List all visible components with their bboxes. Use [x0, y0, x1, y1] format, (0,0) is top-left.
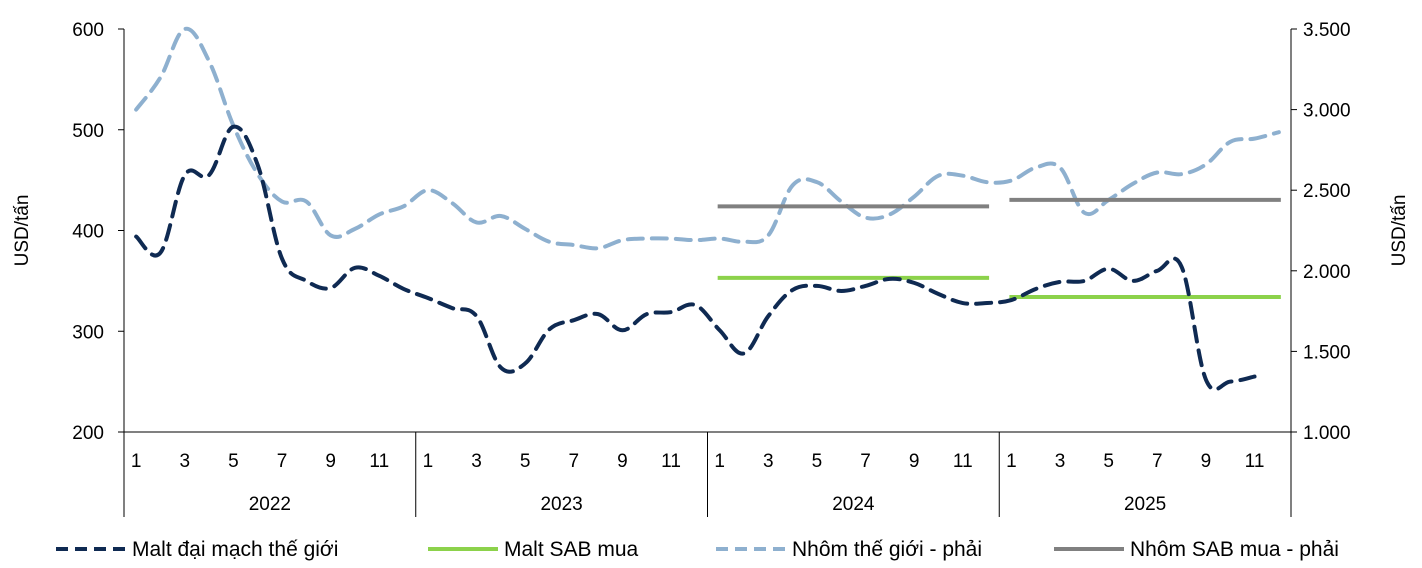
legend: Malt đại mạch thế giới Malt SAB mua Nhôm t… — [56, 538, 1339, 561]
y-right-tick-label: 2.000 — [1303, 262, 1351, 283]
y-left-tick-label: 500 — [72, 121, 104, 142]
x-tick-label: 7 — [1152, 451, 1163, 472]
x-tick-label: 11 — [369, 451, 389, 472]
legend-label-3: Nhôm SAB mua - phải — [1130, 538, 1339, 561]
x-tick-label: 5 — [1103, 451, 1114, 472]
x-tick-label: 1 — [714, 451, 725, 472]
x-tick-label: 1 — [131, 451, 142, 472]
x-tick-label: 3 — [179, 451, 190, 472]
y-left-tick-label: 300 — [72, 322, 104, 343]
y-left-tick-label: 400 — [72, 222, 104, 243]
x-tick-label: 5 — [520, 451, 531, 472]
x-tick-label: 3 — [471, 451, 482, 472]
y-left-axis-title: USD/tấn — [12, 195, 33, 267]
y-left-tick-label: 600 — [72, 20, 104, 41]
y-right-tick-label: 3.000 — [1303, 101, 1351, 122]
x-tick-label: 3 — [763, 451, 774, 472]
year-label: 2023 — [540, 494, 582, 515]
year-label: 2022 — [249, 494, 291, 515]
year-label: 2025 — [1124, 494, 1166, 515]
y-right-axis-title: USD/tấn — [1389, 195, 1410, 267]
x-tick-label: 1 — [1006, 451, 1017, 472]
x-tick-label: 7 — [277, 451, 288, 472]
y-right-tick-label: 1.500 — [1303, 342, 1351, 363]
series-line-0 — [134, 124, 1257, 392]
year-label: 2024 — [832, 494, 875, 515]
x-tick-label: 7 — [568, 451, 579, 472]
y-right-tick-label: 2.500 — [1303, 181, 1351, 202]
series-layer — [134, 26, 1281, 392]
legend-label-0: Malt đại mạch thế giới — [132, 538, 338, 561]
x-tick-label: 9 — [909, 451, 920, 472]
x-tick-label: 5 — [228, 451, 239, 472]
legend-label-2: Nhôm thế giới - phải — [792, 538, 982, 561]
x-tick-label: 11 — [1245, 451, 1265, 472]
x-tick-label: 9 — [1201, 451, 1212, 472]
x-tick-label: 11 — [953, 451, 973, 472]
legend-label-1: Malt SAB mua — [504, 538, 639, 561]
x-tick-label: 3 — [1055, 451, 1066, 472]
axes: 200 300 400 500 600 1.000 1.500 2.000 2.500 3.000… — [12, 20, 1410, 517]
x-tick-label: 1 — [423, 451, 434, 472]
x-tick-label: 7 — [860, 451, 871, 472]
y-left-tick-label: 200 — [72, 423, 104, 444]
x-tick-label: 11 — [661, 451, 681, 472]
x-tick-label: 9 — [325, 451, 336, 472]
x-tick-label: 5 — [812, 451, 823, 472]
y-right-tick-label: 1.000 — [1303, 423, 1351, 444]
x-tick-label: 9 — [617, 451, 628, 472]
y-right-tick-label: 3.500 — [1303, 20, 1351, 41]
series-line-2 — [134, 26, 1281, 251]
